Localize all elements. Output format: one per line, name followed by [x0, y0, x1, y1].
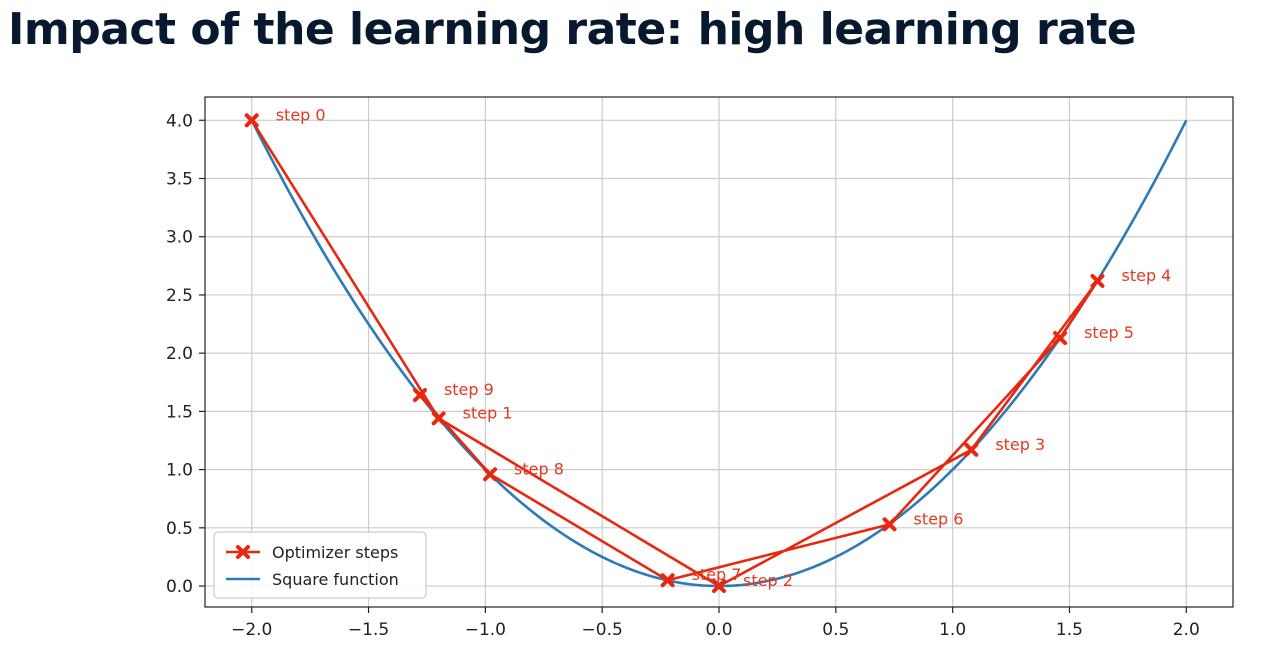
legend-square-label: Square function	[272, 570, 399, 589]
step-label: step 4	[1121, 266, 1171, 285]
x-tick-label: −1.5	[348, 620, 389, 640]
legend-optimizer-label: Optimizer steps	[272, 543, 398, 562]
marker-stroke	[1053, 331, 1068, 346]
axis-ticks: −2.0 −1.5 −1.0 −0.5 0.0 0.5 1.0 1.5 2.0 0.0 0.5 1.0…	[166, 111, 1200, 640]
y-tick-label: 3.0	[166, 228, 193, 248]
step-marker	[483, 467, 498, 482]
optimizer-steps-line	[250, 119, 1099, 588]
marker-stroke	[431, 411, 446, 426]
step-label: step 3	[995, 435, 1045, 454]
y-tick-label: 2.0	[166, 344, 193, 364]
marker-stroke	[882, 517, 897, 532]
step-label: step 7	[692, 565, 742, 584]
legend-optimizer-marker	[236, 545, 250, 559]
x-tick-label: 2.0	[1173, 620, 1200, 640]
step-label: step 1	[463, 403, 513, 422]
marker-stroke	[412, 388, 427, 403]
step-marker	[244, 113, 259, 128]
x-tick-label: −0.5	[582, 620, 623, 640]
x-tick-label: 1.0	[939, 620, 966, 640]
step-label: step 6	[914, 509, 964, 528]
step-marker	[882, 517, 897, 532]
step-marker	[712, 579, 726, 594]
marker-stroke	[1090, 273, 1105, 288]
y-tick-label: 2.5	[166, 286, 193, 306]
x-tick-label: −2.0	[231, 620, 272, 640]
x-tick-label: −1.0	[465, 620, 506, 640]
y-tick-label: 0.5	[166, 519, 193, 539]
y-tick-label: 3.5	[166, 170, 193, 190]
legend-box	[213, 531, 427, 599]
step-marker	[964, 442, 979, 457]
legend: Optimizer steps Square function	[213, 531, 427, 599]
step-labels: step 0 step 1 step 2 step 3 step 4 step 5 step…	[276, 105, 1172, 590]
step-marker	[660, 573, 675, 588]
slide-title: Impact of the learning rate: high learni…	[8, 4, 1137, 55]
marker-stroke	[236, 545, 250, 559]
step-label: step 0	[276, 105, 326, 124]
marker-stroke	[244, 113, 259, 128]
marker-stroke	[964, 442, 979, 457]
step-label: step 5	[1084, 323, 1134, 342]
marker-stroke	[483, 467, 498, 482]
x-tick-label: 0.0	[705, 620, 732, 640]
y-tick-label: 4.0	[166, 111, 193, 131]
marker-stroke	[712, 579, 726, 594]
step-marker	[1053, 331, 1068, 346]
step-marker	[431, 411, 446, 426]
y-tick-label: 1.0	[166, 461, 193, 481]
grid-lines	[205, 97, 1233, 607]
step-label: step 2	[743, 571, 793, 590]
x-tick-label: 1.5	[1056, 620, 1083, 640]
marker-stroke	[660, 573, 675, 588]
step-markers	[244, 113, 1105, 594]
step-label: step 8	[514, 459, 564, 478]
plot-frame	[204, 96, 1234, 608]
step-label: step 9	[444, 380, 494, 399]
y-tick-label: 0.0	[166, 577, 193, 597]
step-marker	[1090, 273, 1105, 288]
x-tick-label: 0.5	[822, 620, 849, 640]
y-tick-label: 1.5	[166, 402, 193, 422]
step-marker	[412, 388, 427, 403]
